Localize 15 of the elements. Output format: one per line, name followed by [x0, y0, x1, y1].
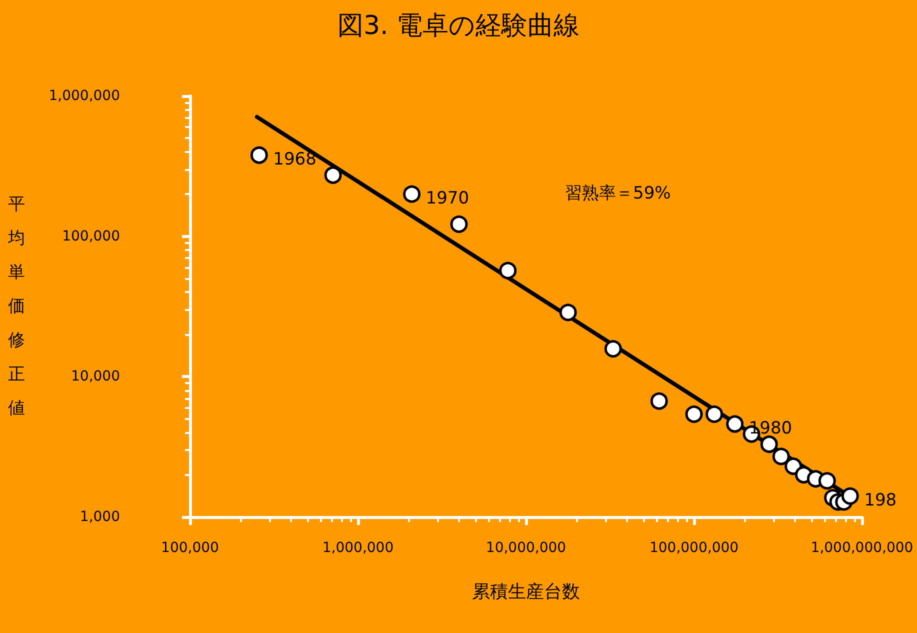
y-tick-label: 10,000: [71, 368, 120, 385]
annotation: 198: [864, 490, 897, 511]
annotation: 習熟率＝59%: [565, 184, 671, 204]
chart-title: 図3. 電卓の経験曲線: [337, 11, 580, 41]
y-tick-label: 1,000: [80, 509, 120, 525]
x-tick-label: 1,000,000: [322, 540, 394, 556]
x-tick-label: 100,000,000: [649, 540, 739, 556]
y-axis-title: 平均単価修正値: [7, 194, 25, 418]
x-axis-title: 累積生産台数: [472, 582, 580, 602]
annotation: 1970: [426, 188, 470, 209]
x-tick-label: 100,000: [161, 540, 219, 556]
x-tick-label: 1,000,000,000: [810, 540, 914, 556]
y-tick-label: 100,000: [62, 228, 120, 244]
x-tick-label: 10,000,000: [486, 540, 566, 556]
y-tick-label: 1,000,000: [48, 88, 120, 104]
